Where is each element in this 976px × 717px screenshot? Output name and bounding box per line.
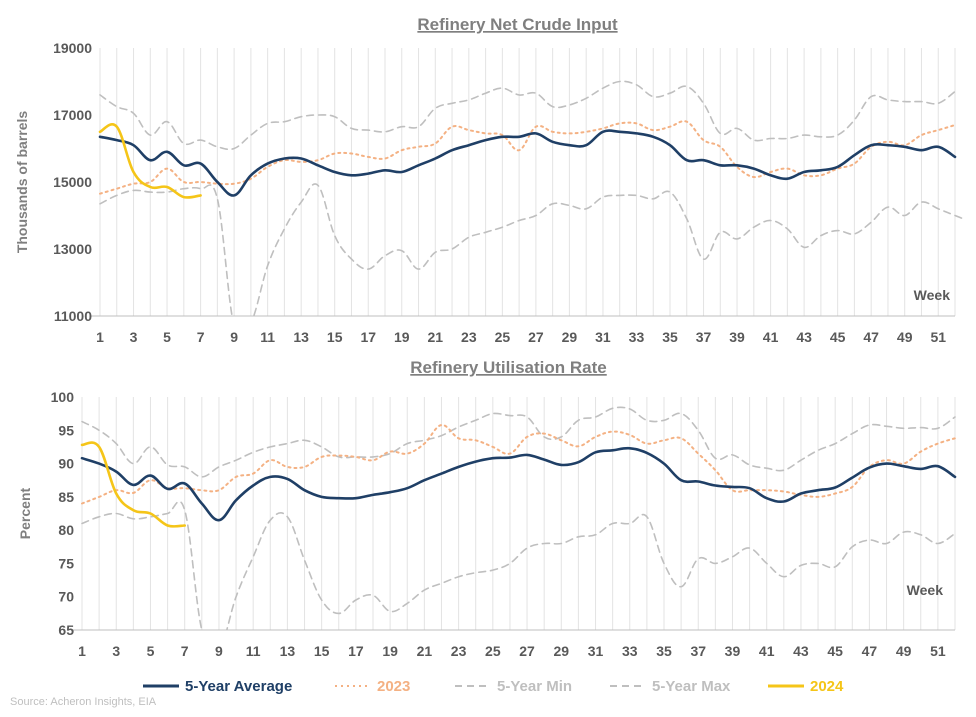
legend-label-max: 5-Year Max — [652, 678, 731, 695]
y-tick-label: 13000 — [53, 241, 92, 257]
series-line-max — [81, 406, 956, 478]
series-line-max — [99, 80, 956, 151]
x-tick-label: 23 — [451, 643, 467, 659]
series-line-min — [99, 183, 965, 316]
y-tick-label: 19000 — [53, 40, 92, 56]
series-line-y2024 — [80, 441, 186, 528]
x-tick-label: 1 — [96, 329, 104, 345]
x-tick-label: 9 — [215, 643, 223, 659]
x-tick-label: 51 — [930, 643, 946, 659]
y-tick-label: 80 — [58, 522, 74, 538]
x-tick-label: 45 — [830, 329, 846, 345]
x-tick-label: 13 — [280, 643, 296, 659]
x-tick-label: 9 — [230, 329, 238, 345]
x-tick-label: 49 — [897, 329, 913, 345]
x-tick-label: 5 — [147, 643, 155, 659]
x-tick-label: 51 — [930, 329, 946, 345]
legend-label-y2024: 2024 — [810, 678, 844, 695]
x-tick-label: 37 — [696, 329, 712, 345]
y-tick-label: 75 — [58, 555, 74, 571]
y-tick-label: 17000 — [53, 107, 92, 123]
x-tick-label: 25 — [485, 643, 501, 659]
y-tick-label: 95 — [58, 422, 74, 438]
series-line-y2023 — [81, 424, 956, 505]
chart-title: Refinery Utilisation Rate — [410, 358, 607, 377]
y-tick-label: 100 — [51, 389, 75, 405]
series-line-y2023 — [99, 120, 956, 195]
y-tick-label: 70 — [58, 589, 74, 605]
x-tick-label: 1 — [78, 643, 86, 659]
x-tick-label: 29 — [554, 643, 570, 659]
x-tick-label: 49 — [896, 643, 912, 659]
panel-utilisation-rate: Refinery Utilisation RatePercent65707580… — [17, 358, 957, 659]
week-annotation: Week — [914, 287, 951, 303]
gridlines — [99, 48, 956, 316]
x-tick-label: 13 — [293, 329, 309, 345]
x-tick-label: 27 — [519, 643, 535, 659]
y-tick-label: 85 — [58, 489, 74, 505]
legend-label-avg: 5-Year Average — [185, 678, 292, 695]
x-tick-label: 25 — [495, 329, 511, 345]
x-tick-label: 5 — [163, 329, 171, 345]
x-tick-label: 17 — [348, 643, 364, 659]
x-tick-label: 11 — [246, 643, 261, 659]
x-tick-label: 43 — [796, 329, 812, 345]
x-tick-label: 17 — [360, 329, 376, 345]
series-group — [80, 406, 957, 630]
x-tick-label: 37 — [690, 643, 706, 659]
source-note: Source: Acheron Insights, EIA — [10, 696, 157, 708]
y-tick-label: 65 — [58, 622, 74, 638]
x-tick-label: 31 — [595, 329, 611, 345]
y-tick-label: 15000 — [53, 174, 92, 190]
series-line-y2024 — [98, 123, 202, 199]
x-tick-label: 43 — [793, 643, 809, 659]
x-tick-label: 19 — [394, 329, 410, 345]
week-annotation: Week — [907, 582, 944, 598]
x-tick-label: 11 — [260, 329, 275, 345]
x-tick-label: 3 — [112, 643, 120, 659]
x-tick-label: 39 — [725, 643, 741, 659]
y-tick-label: 90 — [58, 456, 74, 472]
gridlines — [81, 397, 956, 630]
x-tick-label: 21 — [417, 643, 433, 659]
x-tick-label: 41 — [759, 643, 775, 659]
x-tick-label: 7 — [197, 329, 205, 345]
x-tick-label: 29 — [562, 329, 578, 345]
y-axis-label: Thousands of barrels — [14, 111, 30, 254]
x-tick-label: 47 — [863, 329, 879, 345]
x-tick-label: 19 — [382, 643, 398, 659]
legend: 5-Year Average 2023 5-Year Min 5-Year Max 20… — [143, 678, 844, 695]
x-tick-label: 7 — [181, 643, 189, 659]
x-tick-label: 35 — [656, 643, 672, 659]
x-tick-label: 15 — [314, 643, 330, 659]
x-tick-label: 33 — [622, 643, 638, 659]
y-tick-label: 11000 — [54, 308, 92, 324]
legend-label-y2023: 2023 — [377, 678, 410, 695]
x-tick-label: 35 — [662, 329, 678, 345]
panel-crude-input: Refinery Net Crude Input Thousands of bar… — [14, 15, 965, 345]
x-tick-label: 33 — [629, 329, 645, 345]
series-group — [98, 80, 965, 316]
x-tick-label: 41 — [763, 329, 779, 345]
x-tick-label: 45 — [827, 643, 843, 659]
legend-label-min: 5-Year Min — [497, 678, 572, 695]
y-axis-label: Percent — [17, 487, 33, 539]
x-tick-label: 21 — [428, 329, 444, 345]
x-tick-label: 3 — [130, 329, 138, 345]
series-line-min — [81, 500, 956, 630]
x-tick-label: 27 — [528, 329, 544, 345]
chart-title: Refinery Net Crude Input — [417, 15, 618, 34]
series-line-avg — [98, 129, 957, 197]
x-tick-label: 39 — [729, 329, 745, 345]
x-tick-label: 15 — [327, 329, 343, 345]
series-line-avg — [80, 446, 957, 522]
x-tick-label: 31 — [588, 643, 604, 659]
x-tick-label: 47 — [862, 643, 878, 659]
x-tick-label: 23 — [461, 329, 477, 345]
